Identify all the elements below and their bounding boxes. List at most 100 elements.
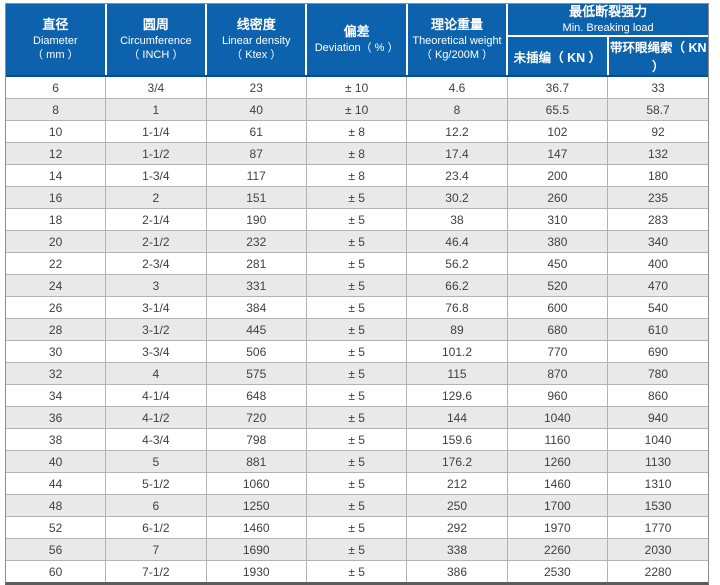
header-zh-label: 理论重量 <box>430 16 483 32</box>
table-cell: 22 <box>6 252 107 276</box>
header-unit-label: （ Kg/200M ） <box>420 49 494 62</box>
table-cell: 2-1/2 <box>105 230 207 254</box>
table-cell: 14 <box>6 164 107 188</box>
header-unit-label: （ mm ） <box>32 49 79 62</box>
table-cell: 648 <box>205 384 307 408</box>
table-cell: 65.5 <box>506 98 609 122</box>
table-cell: 38 <box>406 208 508 232</box>
table-cell: 132 <box>607 142 708 166</box>
table-cell: 36 <box>6 406 107 430</box>
table-cell: 144 <box>406 406 508 430</box>
table-row: 8 1 40 ± 10 8 65.5 58.7 <box>6 98 708 122</box>
table-cell: 115 <box>406 362 508 386</box>
table-cell: 44 <box>6 472 107 496</box>
table-cell: 52 <box>6 516 107 540</box>
table-cell: 881 <box>205 450 307 474</box>
table-cell: ± 5 <box>305 538 408 562</box>
header-en-label: Diameter <box>33 34 78 47</box>
table-cell: 24 <box>6 274 107 298</box>
header-unit-label: （ Ktex ） <box>231 49 282 62</box>
table-cell: 151 <box>205 186 307 210</box>
table-cell: 23 <box>205 75 307 100</box>
table-cell: 2 <box>105 186 207 210</box>
col-header-linear-density: 线密度 Linear density （ Ktex ） <box>206 4 308 78</box>
header-row-sub: 未插编（ KN ） 带环眼绳索（ KN ） <box>6 36 708 78</box>
table-cell: 129.6 <box>406 384 508 408</box>
table-row: 44 5-1/2 1060 ± 5 212 1460 1310 <box>6 472 708 496</box>
table-cell: 16 <box>6 186 107 210</box>
table-cell: 331 <box>205 274 307 298</box>
table-row: 12 1-1/2 87 ± 8 17.4 147 132 <box>6 142 708 166</box>
header-zh-label: 偏差 <box>343 24 370 39</box>
table-row: 18 2-1/4 190 ± 5 38 310 283 <box>6 208 708 232</box>
col-header-with-eye-kn: 带环眼绳索（ KN ） <box>607 36 708 78</box>
table-cell: 66.2 <box>406 274 508 298</box>
table-row: 34 4-1/4 648 ± 5 129.6 960 860 <box>6 384 708 408</box>
col-header-diameter: 直径 Diameter （ mm ） <box>6 4 107 78</box>
table-cell: 520 <box>506 274 609 298</box>
table-cell: 310 <box>506 208 609 232</box>
header-en-label: Deviation（ % ） <box>314 41 399 54</box>
table-cell: 46.4 <box>406 230 508 254</box>
table-cell: 445 <box>205 318 307 342</box>
table-cell: 1040 <box>607 428 708 452</box>
table-cell: ± 8 <box>305 164 408 188</box>
table-cell: 10 <box>6 120 107 144</box>
table-row: 40 5 881 ± 5 176.2 1260 1130 <box>6 450 708 474</box>
table-row: 10 1-1/4 61 ± 8 12.2 102 92 <box>6 120 708 144</box>
table-cell: 940 <box>607 406 708 430</box>
rope-spec-table: 直径 Diameter （ mm ） 圆周 Circumference （ IN… <box>6 4 708 583</box>
table-row: 30 3-3/4 506 ± 5 101.2 770 690 <box>6 340 708 364</box>
table-cell: 1460 <box>205 516 307 540</box>
table-cell: 600 <box>506 296 609 320</box>
table-cell: 4.6 <box>406 75 508 100</box>
table-cell: 12.2 <box>406 120 508 144</box>
table-cell: ± 5 <box>305 384 408 408</box>
header-unit-label: （ INCH ） <box>128 49 184 62</box>
table-cell: ± 5 <box>305 450 408 474</box>
table-cell: ± 5 <box>305 340 408 364</box>
table-cell: 690 <box>607 340 708 364</box>
table-cell: 3-1/2 <box>105 318 207 342</box>
table-row: 38 4-3/4 798 ± 5 159.6 1160 1040 <box>6 428 708 452</box>
table-cell: 540 <box>607 296 708 320</box>
table-cell: 283 <box>607 208 708 232</box>
table-row: 36 4-1/2 720 ± 5 144 1040 940 <box>6 406 708 430</box>
table-row: 24 3 331 ± 5 66.2 520 470 <box>6 274 708 298</box>
table-cell: 610 <box>607 318 708 342</box>
table-cell: 2530 <box>506 560 609 583</box>
table-cell: 76.8 <box>406 296 508 320</box>
header-zh-label: 最低断裂强力 <box>569 4 648 19</box>
table-cell: 1060 <box>205 472 307 496</box>
table-cell: 28 <box>6 318 107 342</box>
header-en-label: Min. Breaking load <box>562 21 654 34</box>
table-cell: 250 <box>406 494 508 518</box>
table-cell: 87 <box>205 142 307 166</box>
table-cell: 2-3/4 <box>105 252 207 276</box>
table-cell: 2280 <box>607 560 708 583</box>
table-row: 20 2-1/2 232 ± 5 46.4 380 340 <box>6 230 708 254</box>
table-cell: 1160 <box>506 428 609 452</box>
table-cell: 4-3/4 <box>105 428 207 452</box>
table-cell: 34 <box>6 384 107 408</box>
table-cell: 1040 <box>506 406 609 430</box>
header-zh-label: 直径 <box>42 16 69 32</box>
table-cell: 1 <box>105 98 207 122</box>
table-row: 32 4 575 ± 5 115 870 780 <box>6 362 708 386</box>
table-cell: 5 <box>105 450 207 474</box>
table-cell: ± 5 <box>305 560 408 583</box>
col-header-deviation: 偏差 Deviation（ % ） <box>306 4 408 78</box>
table-cell: 386 <box>406 560 508 583</box>
table-cell: 212 <box>406 472 508 496</box>
header-zh-label: 线密度 <box>236 16 276 32</box>
table-cell: ± 5 <box>305 472 408 496</box>
table-row: 14 1-3/4 117 ± 8 23.4 200 180 <box>6 164 708 188</box>
header-en-label: Circumference <box>120 34 192 47</box>
table-cell: 7-1/2 <box>105 560 207 583</box>
table-cell: 1-1/2 <box>105 142 207 166</box>
table-cell: 1250 <box>205 494 307 518</box>
table-cell: ± 10 <box>305 75 408 100</box>
table-cell: 32 <box>6 362 107 386</box>
table-cell: 1260 <box>506 450 609 474</box>
table-cell: 190 <box>205 208 307 232</box>
